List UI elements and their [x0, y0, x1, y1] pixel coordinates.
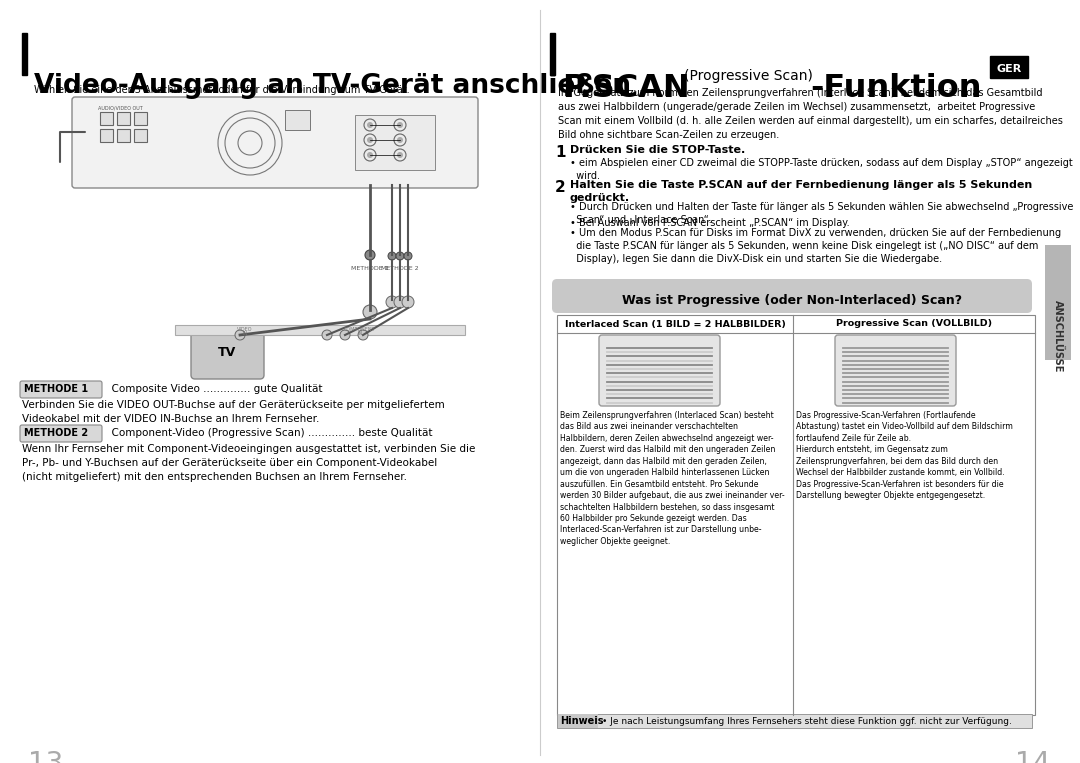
- Circle shape: [397, 137, 403, 143]
- Text: Interlaced Scan (1 BILD = 2 HALBBILDER): Interlaced Scan (1 BILD = 2 HALBBILDER): [565, 320, 785, 329]
- Circle shape: [402, 296, 414, 308]
- Text: METHODE 1: METHODE 1: [24, 384, 89, 394]
- Circle shape: [388, 252, 396, 260]
- Text: METHODE 1: METHODE 1: [351, 266, 389, 271]
- Circle shape: [322, 330, 332, 340]
- Text: Verbinden Sie die VIDEO OUT-Buchse auf der Geräterückseite per mitgeliefertem
Vi: Verbinden Sie die VIDEO OUT-Buchse auf d…: [22, 400, 445, 424]
- Bar: [1045, 245, 1071, 360]
- Text: 14: 14: [1015, 750, 1050, 763]
- Circle shape: [235, 330, 245, 340]
- Text: Drücken Sie die STOP-Taste.: Drücken Sie die STOP-Taste.: [570, 145, 745, 155]
- Circle shape: [404, 252, 411, 260]
- Bar: [550, 33, 555, 75]
- Text: • Je nach Leistungsumfang Ihres Fernsehers steht diese Funktion ggf. nicht zur V: • Je nach Leistungsumfang Ihres Fernsehe…: [602, 716, 1012, 726]
- Text: Das Progressive-Scan-Verfahren (Fortlaufende
Abtastung) tastet ein Video-Vollbil: Das Progressive-Scan-Verfahren (Fortlauf…: [796, 411, 1013, 501]
- Text: Progressive Scan (VOLLBILD): Progressive Scan (VOLLBILD): [836, 320, 993, 329]
- FancyBboxPatch shape: [72, 97, 478, 188]
- Circle shape: [357, 330, 368, 340]
- Text: • eim Abspielen einer CD zweimal die STOPP-Taste drücken, sodass auf dem Display: • eim Abspielen einer CD zweimal die STO…: [570, 158, 1072, 181]
- Text: Component-Video (Progressive Scan) .............. beste Qualität: Component-Video (Progressive Scan) .....…: [105, 428, 432, 438]
- Bar: [117, 129, 130, 142]
- Text: Wählen Sie eine der 3 Anschlussmethoden für die Verbindung zum TV-Gerät.: Wählen Sie eine der 3 Anschlussmethoden …: [33, 85, 409, 95]
- FancyBboxPatch shape: [557, 714, 1032, 728]
- Text: Im Gegensatz zum normalen Zeilensprungverfahren (Interlace Scan), bei dem sich d: Im Gegensatz zum normalen Zeilensprungve…: [558, 88, 1063, 140]
- Text: -Funktion: -Funktion: [810, 73, 982, 104]
- Text: • Bei Auswahl von P.SCAN erscheint „P.SCAN“ im Display.: • Bei Auswahl von P.SCAN erscheint „P.SC…: [570, 218, 850, 228]
- Text: 2: 2: [555, 180, 566, 195]
- Text: 1: 1: [555, 145, 566, 160]
- Bar: [990, 56, 1028, 78]
- Bar: [355, 115, 435, 170]
- FancyBboxPatch shape: [21, 381, 102, 398]
- Text: Hinweis: Hinweis: [561, 716, 604, 726]
- FancyBboxPatch shape: [191, 326, 264, 379]
- Bar: [558, 714, 598, 728]
- FancyBboxPatch shape: [552, 279, 1032, 313]
- Circle shape: [367, 122, 373, 128]
- Text: Wenn Ihr Fernseher mit Component-Videoeingingen ausgestattet ist, verbinden Sie : Wenn Ihr Fernseher mit Component-Videoei…: [22, 444, 475, 482]
- Circle shape: [363, 305, 377, 319]
- Text: GER: GER: [997, 64, 1022, 74]
- FancyBboxPatch shape: [21, 425, 102, 442]
- Text: METHODE 2: METHODE 2: [24, 428, 89, 438]
- Bar: [285, 110, 310, 130]
- Text: Halten Sie die Taste P.SCAN auf der Fernbedienung länger als 5 Sekunden
gedrückt: Halten Sie die Taste P.SCAN auf der Fern…: [570, 180, 1032, 203]
- Text: Was ist Progressive (oder Non-Interlaced) Scan?: Was ist Progressive (oder Non-Interlaced…: [622, 294, 962, 307]
- Text: 13: 13: [28, 750, 64, 763]
- Text: COMPONENT: COMPONENT: [345, 327, 376, 332]
- Text: Composite Video .............. gute Qualität: Composite Video .............. gute Qual…: [105, 384, 323, 394]
- FancyBboxPatch shape: [599, 335, 720, 406]
- Circle shape: [365, 250, 375, 260]
- Text: TV: TV: [218, 346, 237, 359]
- Circle shape: [397, 122, 403, 128]
- Text: IN: IN: [242, 331, 247, 336]
- Text: Video-Ausgang an TV-Gerät anschließen: Video-Ausgang an TV-Gerät anschließen: [33, 73, 631, 99]
- Text: IN: IN: [357, 331, 363, 336]
- Text: (Progressive Scan): (Progressive Scan): [684, 69, 813, 83]
- Text: P.SCAN: P.SCAN: [562, 73, 690, 104]
- Text: • Durch Drücken und Halten der Taste für länger als 5 Sekunden wählen Sie abwech: • Durch Drücken und Halten der Taste für…: [570, 202, 1074, 225]
- Text: ANSCHLÜSSE: ANSCHLÜSSE: [1053, 300, 1063, 372]
- Circle shape: [396, 252, 404, 260]
- Bar: [100, 129, 113, 142]
- Circle shape: [397, 152, 403, 158]
- Circle shape: [386, 296, 399, 308]
- Circle shape: [367, 137, 373, 143]
- Circle shape: [340, 330, 350, 340]
- Bar: [175, 325, 465, 335]
- Bar: [117, 112, 130, 125]
- Text: Beim Zeilensprungverfahren (Interlaced Scan) besteht
das Bild aus zwei ineinande: Beim Zeilensprungverfahren (Interlaced S…: [561, 411, 785, 546]
- Circle shape: [394, 296, 406, 308]
- Bar: [557, 315, 1035, 715]
- Bar: [134, 129, 147, 142]
- FancyBboxPatch shape: [835, 335, 956, 406]
- Text: AUDIO/VIDEO OUT: AUDIO/VIDEO OUT: [97, 106, 143, 111]
- Bar: [100, 112, 113, 125]
- Bar: [22, 33, 27, 75]
- Text: METHODE 2: METHODE 2: [381, 266, 419, 271]
- Circle shape: [367, 152, 373, 158]
- Text: VIDEO: VIDEO: [238, 327, 253, 332]
- Bar: [134, 112, 147, 125]
- Text: • Um den Modus P.Scan für Disks im Format DivX zu verwenden, drücken Sie auf der: • Um den Modus P.Scan für Disks im Forma…: [570, 228, 1062, 265]
